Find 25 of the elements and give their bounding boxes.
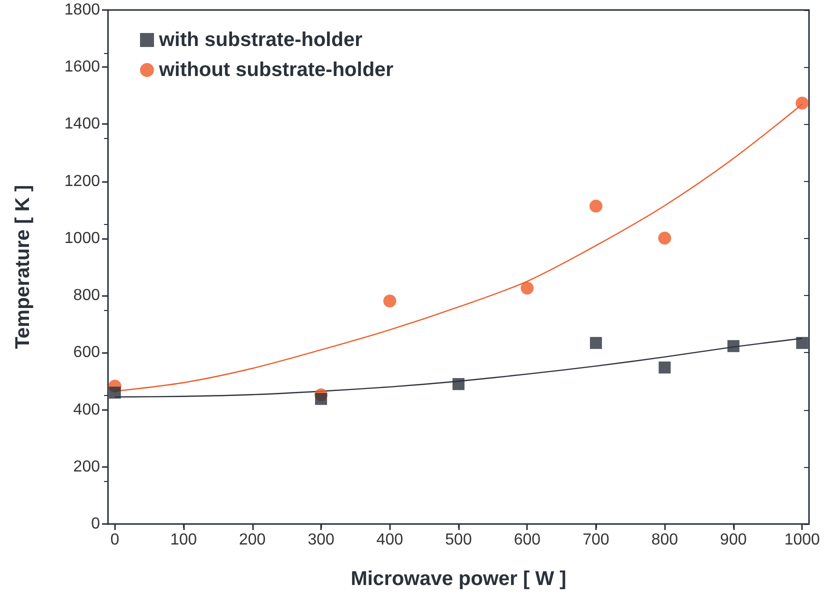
y-tick-label: 600 [73,344,100,362]
x-tick-label: 400 [376,532,404,548]
x-tick-label: 100 [170,532,198,548]
x-tick-label: 500 [445,532,472,548]
y-tick-label: 400 [73,401,100,418]
y-tick-label: 0 [91,516,100,532]
x-tick-label: 300 [308,532,334,548]
legend-label: without substrate-holder [158,59,394,81]
x-tick-label: 200 [238,532,266,548]
x-tick-label: 900 [720,532,747,548]
y-axis-title: Temperature [ K ] [12,184,34,350]
x-tick-label: 800 [651,532,678,548]
x-tick-label: 600 [514,532,541,548]
y-tick-label: 200 [73,458,100,476]
y-tick-label: 1600 [64,58,100,76]
y-tick-label: 1200 [64,172,100,190]
y-tick-label: 1800 [64,2,100,18]
x-axis-title: Microwave power [ W ] [350,568,566,590]
x-tick-label: 700 [582,532,610,548]
x-tick-label: 0 [110,532,120,548]
y-tick-label: 800 [73,287,100,304]
x-tick-label: 1000 [784,532,820,548]
legend-label: with substrate-holder [158,29,363,51]
y-tick-label: 1000 [64,230,100,247]
y-tick-label: 1400 [64,116,100,133]
